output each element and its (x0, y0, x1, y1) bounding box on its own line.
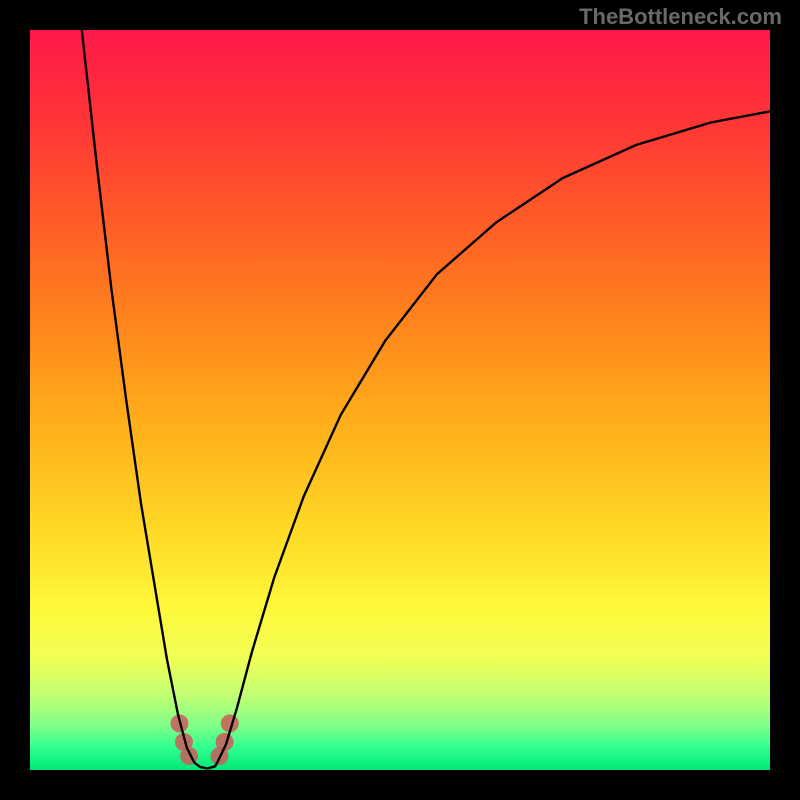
watermark-text: TheBottleneck.com (579, 4, 782, 30)
curve-left-branch (82, 30, 194, 763)
plot-region (30, 30, 770, 770)
chart-container: TheBottleneck.com (0, 0, 800, 800)
curve-right-branch (217, 111, 770, 762)
curve-trough (194, 763, 217, 769)
curves-layer (30, 30, 770, 770)
